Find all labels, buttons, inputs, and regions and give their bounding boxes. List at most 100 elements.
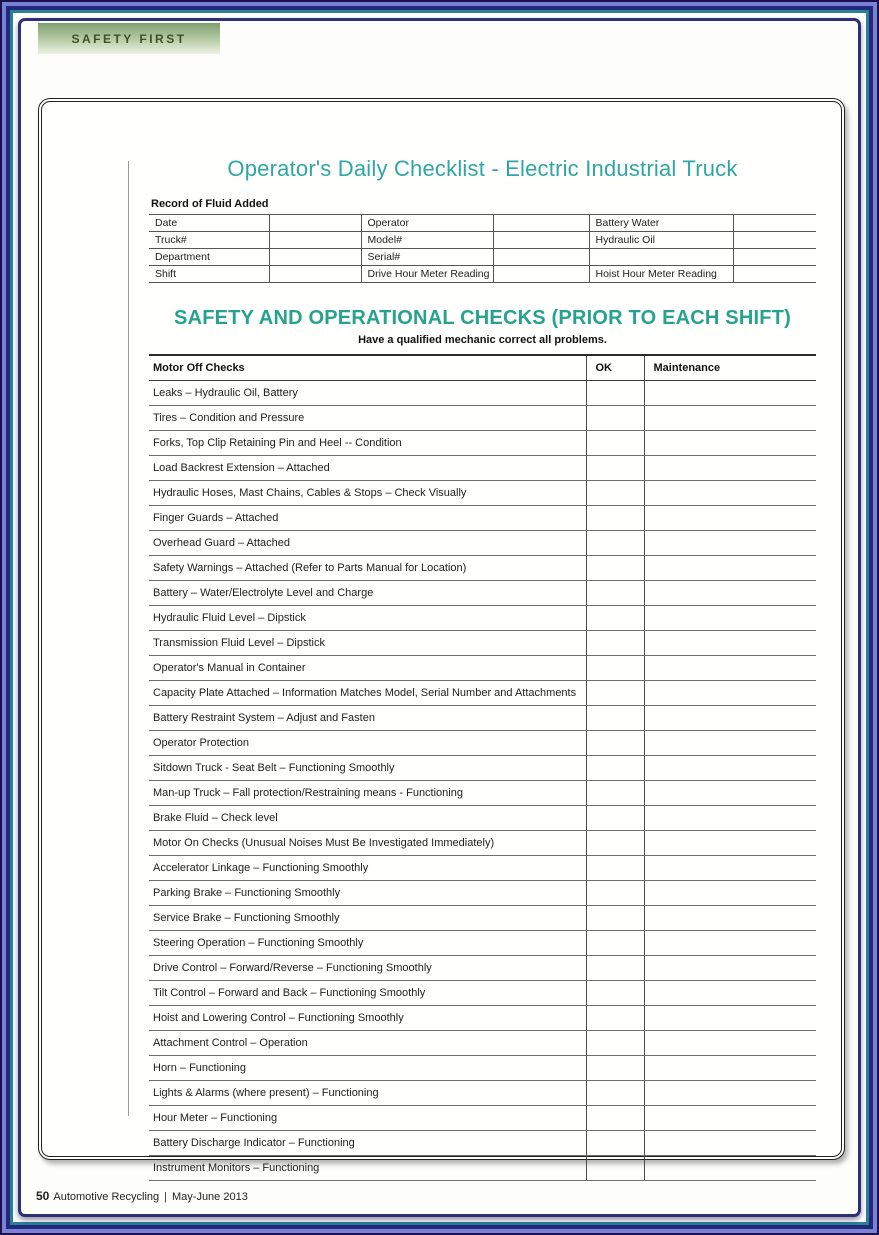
check-item-label-cell: Attachment Control – Operation <box>149 1030 586 1056</box>
check-table-row: Battery Discharge Indicator – Functionin… <box>149 1130 816 1156</box>
check-table-row: Leaks – Hydraulic Oil, Battery <box>149 380 816 406</box>
fluid-label-cell: Serial# <box>360 248 494 266</box>
check-maintenance-cell <box>643 1030 816 1056</box>
check-ok-cell <box>585 1105 644 1131</box>
check-ok-cell <box>585 555 644 581</box>
check-table-row: Man-up Truck – Fall protection/Restraini… <box>149 780 816 806</box>
check-table-row: Drive Control – Forward/Reverse – Functi… <box>149 955 816 981</box>
fluid-label-cell: Drive Hour Meter Reading <box>360 265 494 283</box>
check-item-label-cell: Hydraulic Fluid Level – Dipstick <box>149 605 586 631</box>
check-maintenance-cell <box>643 805 816 831</box>
check-item-label-cell: Overhead Guard – Attached <box>149 530 586 556</box>
check-ok-cell <box>585 955 644 981</box>
check-maintenance-cell <box>643 905 816 931</box>
check-ok-cell <box>585 580 644 606</box>
check-item-label-cell: Transmission Fluid Level – Dipstick <box>149 630 586 656</box>
check-maintenance-cell <box>643 1155 816 1181</box>
check-item-label-cell: Battery Restraint System – Adjust and Fa… <box>149 705 586 731</box>
check-maintenance-cell <box>643 730 816 756</box>
check-item-label-cell: Leaks – Hydraulic Oil, Battery <box>149 380 586 406</box>
check-ok-cell <box>585 1030 644 1056</box>
check-item-label-cell: Sitdown Truck - Seat Belt – Functioning … <box>149 755 586 781</box>
check-maintenance-cell <box>643 580 816 606</box>
check-table-row: Hydraulic Fluid Level – Dipstick <box>149 605 816 631</box>
check-table-row: Battery Restraint System – Adjust and Fa… <box>149 705 816 731</box>
check-maintenance-cell <box>643 680 816 706</box>
fluid-label-cell: Hoist Hour Meter Reading <box>588 265 734 283</box>
fluid-value-cell <box>732 214 816 232</box>
record-of-fluid-table: Date Operator Battery Water Truck# Model# Hyd… <box>149 214 816 283</box>
check-maintenance-cell <box>643 705 816 731</box>
check-table-body: Leaks – Hydraulic Oil, Battery Tires – Co… <box>149 380 816 1181</box>
check-maintenance-cell <box>643 380 816 406</box>
fluid-value-cell <box>268 231 362 249</box>
check-item-label-cell: Hydraulic Hoses, Mast Chains, Cables & S… <box>149 480 586 506</box>
fluid-label-cell: Department <box>149 248 270 266</box>
check-table-row: Forks, Top Clip Retaining Pin and Heel -… <box>149 430 816 456</box>
check-ok-cell <box>585 405 644 431</box>
check-item-label-cell: Tires – Condition and Pressure <box>149 405 586 431</box>
fluid-value-cell <box>268 248 362 266</box>
check-maintenance-cell <box>643 1105 816 1131</box>
fluid-value-cell <box>732 231 816 249</box>
fluid-label-cell: Operator <box>360 214 494 232</box>
check-item-label-cell: Instrument Monitors – Functioning <box>149 1155 586 1181</box>
fluid-table-row: Department Serial# <box>149 248 816 266</box>
fluid-label-cell: Model# <box>360 231 494 249</box>
check-maintenance-cell <box>643 530 816 556</box>
check-table-row: Lights & Alarms (where present) – Functi… <box>149 1080 816 1106</box>
page-title: Operator's Daily Checklist - Electric In… <box>227 156 738 181</box>
check-table-row: Service Brake – Functioning Smoothly <box>149 905 816 931</box>
fluid-table-row: Truck# Model# Hydraulic Oil <box>149 231 816 249</box>
check-ok-cell <box>585 805 644 831</box>
check-ok-cell <box>585 1055 644 1081</box>
fluid-label-cell: Truck# <box>149 231 270 249</box>
check-table-row: Overhead Guard – Attached <box>149 530 816 556</box>
check-table-row: Sitdown Truck - Seat Belt – Functioning … <box>149 755 816 781</box>
check-maintenance-cell <box>643 1130 816 1156</box>
check-item-label-cell: Horn – Functioning <box>149 1055 586 1081</box>
magazine-page: SAFETY FIRST Operator's Daily Checklist … <box>18 18 861 1217</box>
check-item-label-cell: Forks, Top Clip Retaining Pin and Heel -… <box>149 430 586 456</box>
check-ok-cell <box>585 830 644 856</box>
check-maintenance-cell <box>643 1080 816 1106</box>
fluid-label-cell: Hydraulic Oil <box>588 231 734 249</box>
safety-first-badge-label: SAFETY FIRST <box>71 32 187 46</box>
check-table-row: Steering Operation – Functioning Smoothl… <box>149 930 816 956</box>
fluid-label-cell: Battery Water <box>588 214 734 232</box>
check-ok-cell <box>585 530 644 556</box>
check-item-label-cell: Battery Discharge Indicator – Functionin… <box>149 1130 586 1156</box>
check-header-item: Motor Off Checks <box>149 354 586 381</box>
check-ok-cell <box>585 655 644 681</box>
section-subheading: Have a qualified mechanic correct all pr… <box>358 334 607 346</box>
check-ok-cell <box>585 605 644 631</box>
check-maintenance-cell <box>643 755 816 781</box>
check-item-label-cell: Operator's Manual in Container <box>149 655 586 681</box>
safety-checks-table: Motor Off Checks OK Maintenance Leaks – Hy… <box>149 354 816 1181</box>
footer-page-number: 50 <box>36 1189 50 1203</box>
check-table-row: Operator's Manual in Container <box>149 655 816 681</box>
left-vertical-rule <box>128 161 129 1116</box>
check-table-row: Brake Fluid – Check level <box>149 805 816 831</box>
fluid-table-body: Date Operator Battery Water Truck# Model# Hyd… <box>149 214 816 283</box>
fluid-value-cell <box>492 214 590 232</box>
check-item-label-cell: Hour Meter – Functioning <box>149 1105 586 1131</box>
check-table-row: Tilt Control – Forward and Back – Functi… <box>149 980 816 1006</box>
check-table-row: Operator Protection <box>149 730 816 756</box>
check-item-label-cell: Safety Warnings – Attached (Refer to Par… <box>149 555 586 581</box>
check-table-row: Accelerator Linkage – Functioning Smooth… <box>149 855 816 881</box>
check-ok-cell <box>585 980 644 1006</box>
fluid-table-row: Date Operator Battery Water <box>149 214 816 232</box>
check-ok-cell <box>585 855 644 881</box>
check-table-row: Instrument Monitors – Functioning <box>149 1155 816 1181</box>
check-item-label-cell: Drive Control – Forward/Reverse – Functi… <box>149 955 586 981</box>
check-table-row: Parking Brake – Functioning Smoothly <box>149 880 816 906</box>
check-ok-cell <box>585 1005 644 1031</box>
fluid-value-cell <box>732 248 816 266</box>
check-maintenance-cell <box>643 605 816 631</box>
check-ok-cell <box>585 480 644 506</box>
check-item-label-cell: Accelerator Linkage – Functioning Smooth… <box>149 855 586 881</box>
check-item-label-cell: Tilt Control – Forward and Back – Functi… <box>149 980 586 1006</box>
check-item-label-cell: Operator Protection <box>149 730 586 756</box>
